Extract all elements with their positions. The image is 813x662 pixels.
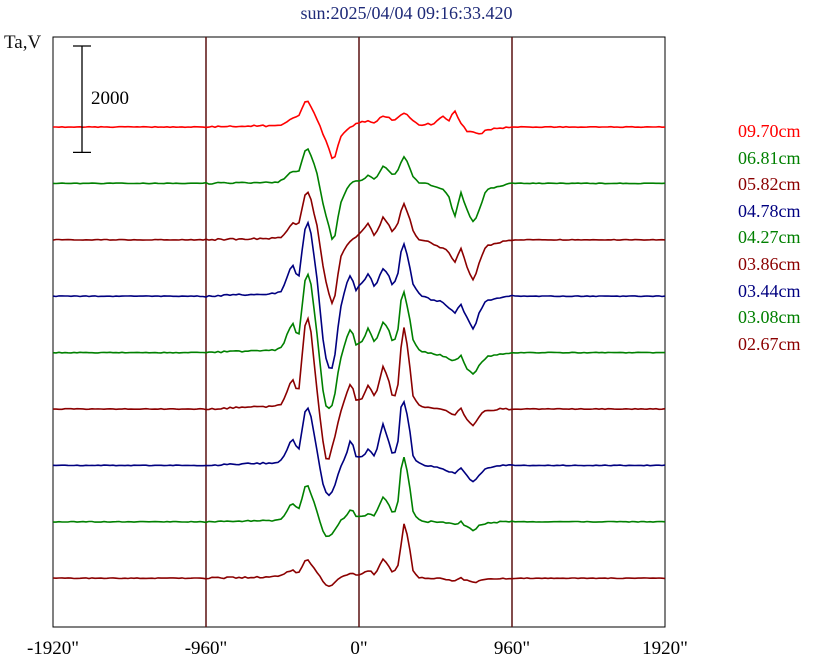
legend-entry: 06.81cm (738, 147, 801, 168)
vertical-gridlines (205, 37, 513, 627)
legend: 09.70cm 06.81cm 05.82cm 04.78cm 04.27cm 03.86… (738, 118, 801, 357)
trace-03.44cm (52, 399, 666, 497)
legend-entry: 02.67cm (738, 333, 801, 354)
legend-entry: 05.82cm (738, 174, 801, 195)
y-axis-label: Ta,V (4, 32, 42, 53)
legend-entry: 03.44cm (738, 280, 801, 301)
trace-02.67cm (52, 523, 666, 588)
x-tick-label: -960" (185, 638, 228, 659)
x-tick-label: 1920" (642, 638, 688, 659)
signal-traces (52, 100, 666, 588)
trace-09.70cm (53, 100, 666, 160)
legend-entry: 09.70cm (738, 121, 801, 141)
x-tick-label: 960" (494, 638, 530, 659)
scale-bar-label: 2000 (91, 88, 129, 109)
x-tick-label: -1920" (27, 638, 79, 659)
legend-entry: 03.86cm (738, 253, 801, 274)
trace-03.86cm (53, 315, 666, 460)
legend-entry: 03.08cm (738, 307, 801, 328)
trace-06.81cm (52, 147, 666, 241)
scale-bar: 2000 (73, 45, 129, 154)
trace-03.08cm (53, 457, 666, 538)
trace-05.82cm (52, 191, 666, 306)
legend-entry: 04.27cm (738, 227, 801, 248)
x-tick-label: 0" (350, 638, 367, 659)
trace-04.78cm (52, 220, 666, 369)
x-axis-ticks: -1920" -960" 0" 960" 1920" (27, 638, 688, 659)
chart-title: sun:2025/04/04 09:16:33.420 (300, 3, 513, 23)
legend-entry: 04.78cm (738, 200, 801, 221)
trace-04.27cm (52, 272, 666, 410)
